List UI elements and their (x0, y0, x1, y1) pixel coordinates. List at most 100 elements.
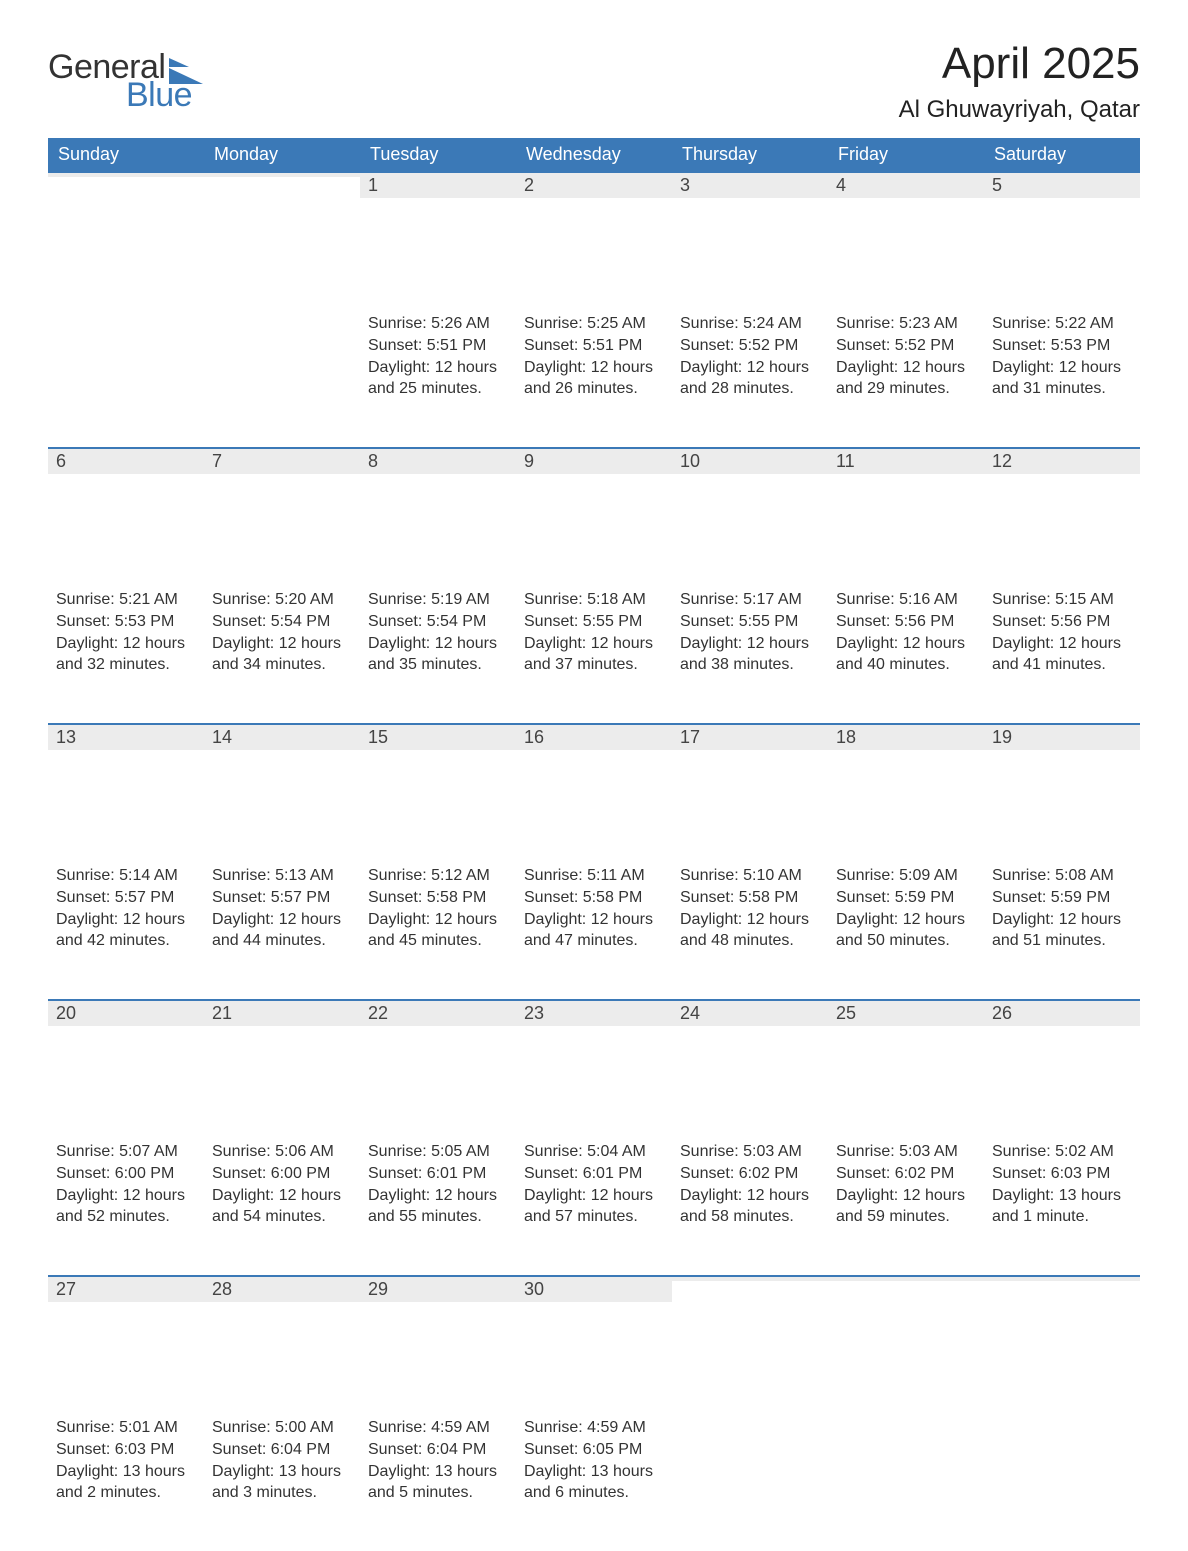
brand-logo: General Blue (48, 50, 203, 112)
day-cell: Sunrise: 5:01 AMSunset: 6:03 PMDaylight:… (48, 1413, 204, 1551)
day-number-cell: 25 (828, 999, 984, 1137)
day-cell (672, 1413, 828, 1551)
location-subtitle: Al Ghuwayriyah, Qatar (899, 96, 1140, 124)
day-cell: Sunrise: 5:16 AMSunset: 5:56 PMDaylight:… (828, 585, 984, 723)
calendar-header-row: SundayMondayTuesdayWednesdayThursdayFrid… (48, 138, 1140, 171)
day-number-cell: 3 (672, 171, 828, 309)
day-number-cell: 21 (204, 999, 360, 1137)
day-number (48, 171, 204, 177)
day-cell (984, 1413, 1140, 1551)
day-number: 7 (204, 447, 360, 474)
day-number: 10 (672, 447, 828, 474)
day-number-cell: 18 (828, 723, 984, 861)
day-number: 23 (516, 999, 672, 1026)
day-number: 20 (48, 999, 204, 1026)
day-number-cell (48, 171, 204, 309)
day-number: 16 (516, 723, 672, 750)
day-content: Sunrise: 5:08 AMSunset: 5:59 PMDaylight:… (984, 861, 1140, 961)
day-cell (204, 309, 360, 447)
day-sunrise: Sunrise: 5:24 AM (680, 313, 820, 335)
day-number: 14 (204, 723, 360, 750)
day-daylight1: Daylight: 13 hours (368, 1461, 508, 1483)
day-content: Sunrise: 5:10 AMSunset: 5:58 PMDaylight:… (672, 861, 828, 961)
day-sunset: Sunset: 5:53 PM (992, 335, 1132, 357)
day-content: Sunrise: 5:00 AMSunset: 6:04 PMDaylight:… (204, 1413, 360, 1513)
day-daylight1: Daylight: 12 hours (524, 1185, 664, 1207)
day-number-cell (984, 1275, 1140, 1413)
day-daylight1: Daylight: 12 hours (524, 633, 664, 655)
day-number-cell: 2 (516, 171, 672, 309)
day-content: Sunrise: 5:16 AMSunset: 5:56 PMDaylight:… (828, 585, 984, 685)
day-daylight1: Daylight: 12 hours (836, 357, 976, 379)
day-sunrise: Sunrise: 5:06 AM (212, 1141, 352, 1163)
day-number-cell (672, 1275, 828, 1413)
day-cell: Sunrise: 5:00 AMSunset: 6:04 PMDaylight:… (204, 1413, 360, 1551)
day-daylight2: and 58 minutes. (680, 1206, 820, 1228)
day-daylight2: and 31 minutes. (992, 378, 1132, 400)
day-number: 29 (360, 1275, 516, 1302)
month-title: April 2025 (899, 40, 1140, 88)
day-number: 18 (828, 723, 984, 750)
day-daylight2: and 51 minutes. (992, 930, 1132, 952)
day-daylight1: Daylight: 12 hours (56, 633, 196, 655)
day-cell (828, 1413, 984, 1551)
day-cell: Sunrise: 5:03 AMSunset: 6:02 PMDaylight:… (672, 1137, 828, 1275)
week-daynum-row: 12345 (48, 171, 1140, 309)
day-daylight1: Daylight: 12 hours (524, 909, 664, 931)
day-sunrise: Sunrise: 5:17 AM (680, 589, 820, 611)
day-number-cell (204, 171, 360, 309)
day-daylight1: Daylight: 13 hours (212, 1461, 352, 1483)
day-daylight2: and 57 minutes. (524, 1206, 664, 1228)
day-cell: Sunrise: 5:10 AMSunset: 5:58 PMDaylight:… (672, 861, 828, 999)
day-sunset: Sunset: 5:57 PM (56, 887, 196, 909)
day-daylight2: and 1 minute. (992, 1206, 1132, 1228)
day-daylight2: and 5 minutes. (368, 1482, 508, 1504)
day-daylight2: and 59 minutes. (836, 1206, 976, 1228)
day-number-cell: 5 (984, 171, 1140, 309)
day-number-cell: 8 (360, 447, 516, 585)
day-sunrise: Sunrise: 5:03 AM (836, 1141, 976, 1163)
day-cell: Sunrise: 5:06 AMSunset: 6:00 PMDaylight:… (204, 1137, 360, 1275)
day-sunset: Sunset: 6:01 PM (524, 1163, 664, 1185)
day-daylight1: Daylight: 12 hours (992, 909, 1132, 931)
day-content: Sunrise: 5:03 AMSunset: 6:02 PMDaylight:… (828, 1137, 984, 1237)
day-daylight1: Daylight: 13 hours (992, 1185, 1132, 1207)
day-number-cell: 27 (48, 1275, 204, 1413)
day-daylight2: and 44 minutes. (212, 930, 352, 952)
day-sunrise: Sunrise: 5:10 AM (680, 865, 820, 887)
day-number-cell (828, 1275, 984, 1413)
day-daylight1: Daylight: 12 hours (836, 909, 976, 931)
day-number: 30 (516, 1275, 672, 1302)
day-number: 8 (360, 447, 516, 474)
day-cell: Sunrise: 5:22 AMSunset: 5:53 PMDaylight:… (984, 309, 1140, 447)
day-cell: Sunrise: 5:04 AMSunset: 6:01 PMDaylight:… (516, 1137, 672, 1275)
day-content: Sunrise: 5:04 AMSunset: 6:01 PMDaylight:… (516, 1137, 672, 1237)
day-sunset: Sunset: 6:03 PM (992, 1163, 1132, 1185)
day-number: 4 (828, 171, 984, 198)
day-cell: Sunrise: 5:18 AMSunset: 5:55 PMDaylight:… (516, 585, 672, 723)
day-sunset: Sunset: 5:59 PM (992, 887, 1132, 909)
day-content: Sunrise: 5:06 AMSunset: 6:00 PMDaylight:… (204, 1137, 360, 1237)
day-content (828, 1413, 984, 1427)
day-sunrise: Sunrise: 5:03 AM (680, 1141, 820, 1163)
day-number: 27 (48, 1275, 204, 1302)
day-sunset: Sunset: 5:59 PM (836, 887, 976, 909)
week-daynum-row: 27282930 (48, 1275, 1140, 1413)
day-cell: Sunrise: 5:07 AMSunset: 6:00 PMDaylight:… (48, 1137, 204, 1275)
day-content: Sunrise: 5:17 AMSunset: 5:55 PMDaylight:… (672, 585, 828, 685)
day-daylight2: and 52 minutes. (56, 1206, 196, 1228)
day-number: 24 (672, 999, 828, 1026)
header: General Blue April 2025 Al Ghuwayriyah, … (48, 40, 1140, 124)
day-sunrise: Sunrise: 5:16 AM (836, 589, 976, 611)
day-number: 13 (48, 723, 204, 750)
day-sunset: Sunset: 6:04 PM (368, 1439, 508, 1461)
day-content: Sunrise: 5:11 AMSunset: 5:58 PMDaylight:… (516, 861, 672, 961)
day-sunrise: Sunrise: 5:02 AM (992, 1141, 1132, 1163)
weekday-header: Sunday (48, 138, 204, 171)
day-number (204, 171, 360, 177)
day-sunset: Sunset: 5:54 PM (212, 611, 352, 633)
day-content: Sunrise: 5:15 AMSunset: 5:56 PMDaylight:… (984, 585, 1140, 685)
day-content: Sunrise: 5:12 AMSunset: 5:58 PMDaylight:… (360, 861, 516, 961)
day-sunrise: Sunrise: 5:26 AM (368, 313, 508, 335)
day-cell: Sunrise: 5:12 AMSunset: 5:58 PMDaylight:… (360, 861, 516, 999)
